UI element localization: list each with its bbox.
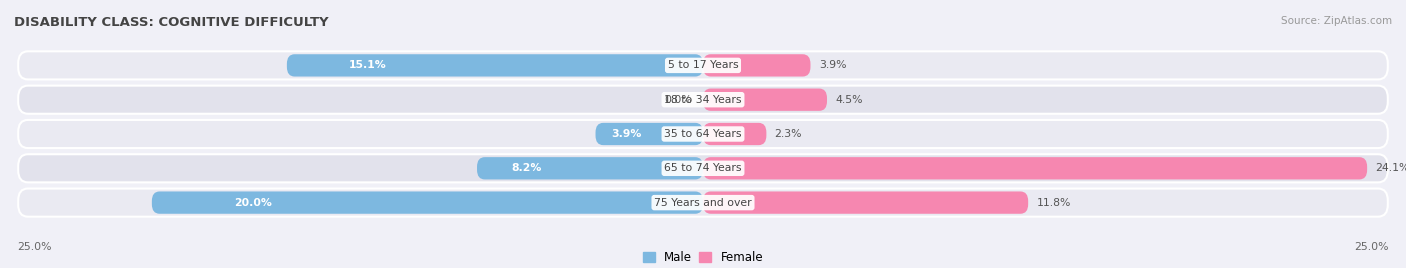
Text: 2.3%: 2.3%: [775, 129, 803, 139]
FancyBboxPatch shape: [477, 157, 703, 180]
FancyBboxPatch shape: [18, 86, 1388, 114]
Text: 3.9%: 3.9%: [818, 60, 846, 70]
FancyBboxPatch shape: [703, 157, 1367, 180]
Text: 25.0%: 25.0%: [1354, 242, 1389, 252]
FancyBboxPatch shape: [703, 123, 766, 145]
FancyBboxPatch shape: [18, 154, 1388, 182]
FancyBboxPatch shape: [18, 120, 1388, 148]
Text: 65 to 74 Years: 65 to 74 Years: [664, 163, 742, 173]
Text: 35 to 64 Years: 35 to 64 Years: [664, 129, 742, 139]
Text: 3.9%: 3.9%: [612, 129, 643, 139]
Text: 5 to 17 Years: 5 to 17 Years: [668, 60, 738, 70]
Text: 18 to 34 Years: 18 to 34 Years: [664, 95, 742, 105]
Text: Source: ZipAtlas.com: Source: ZipAtlas.com: [1281, 16, 1392, 26]
Legend: Male, Female: Male, Female: [638, 246, 768, 268]
FancyBboxPatch shape: [703, 54, 810, 77]
FancyBboxPatch shape: [18, 189, 1388, 217]
FancyBboxPatch shape: [287, 54, 703, 77]
Text: 11.8%: 11.8%: [1036, 198, 1071, 208]
Text: DISABILITY CLASS: COGNITIVE DIFFICULTY: DISABILITY CLASS: COGNITIVE DIFFICULTY: [14, 16, 329, 29]
FancyBboxPatch shape: [18, 51, 1388, 79]
FancyBboxPatch shape: [703, 191, 1028, 214]
FancyBboxPatch shape: [152, 191, 703, 214]
Text: 4.5%: 4.5%: [835, 95, 863, 105]
Text: 15.1%: 15.1%: [349, 60, 387, 70]
Text: 0.0%: 0.0%: [664, 95, 692, 105]
FancyBboxPatch shape: [703, 88, 827, 111]
Text: 24.1%: 24.1%: [1375, 163, 1406, 173]
Text: 20.0%: 20.0%: [235, 198, 273, 208]
Text: 8.2%: 8.2%: [510, 163, 541, 173]
FancyBboxPatch shape: [596, 123, 703, 145]
Text: 25.0%: 25.0%: [17, 242, 52, 252]
Text: 75 Years and over: 75 Years and over: [654, 198, 752, 208]
